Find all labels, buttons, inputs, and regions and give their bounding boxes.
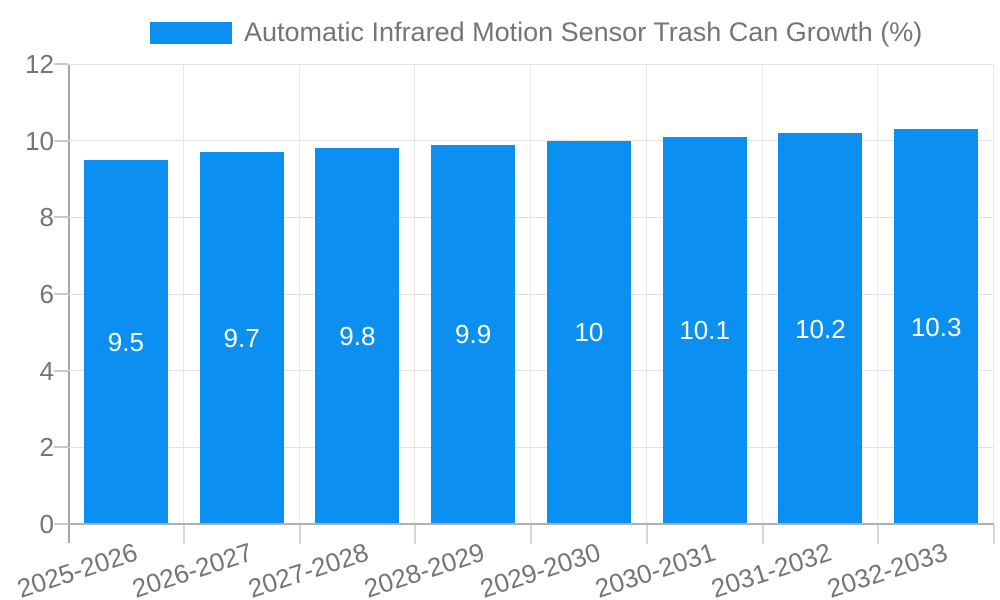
gridline [761, 64, 763, 524]
bar-value-label: 10.1 [679, 315, 730, 346]
x-tick-label: 2031-2032 [707, 536, 836, 600]
x-tick-mark [182, 525, 185, 544]
x-tick-mark [414, 525, 417, 544]
gridline [298, 64, 300, 524]
y-tick-mark [54, 63, 68, 65]
gridline [993, 64, 994, 524]
x-tick-mark [993, 525, 995, 544]
x-tick-label: 2027-2028 [244, 536, 373, 600]
y-tick-mark [54, 446, 68, 449]
y-tick-label: 2 [39, 432, 54, 463]
bar-value-label: 9.8 [339, 321, 376, 352]
bar-value-label: 9.7 [223, 323, 260, 354]
bar[interactable] [778, 133, 863, 524]
gridline [877, 64, 879, 524]
bar[interactable] [315, 148, 400, 524]
x-tick-label: 2030-2031 [591, 536, 720, 600]
y-axis-line [68, 64, 70, 543]
chart-legend: Automatic Infrared Motion Sensor Trash C… [150, 17, 922, 47]
x-tick-label: 2028-2029 [360, 536, 488, 600]
bar-value-label: 10 [574, 317, 604, 348]
y-tick-label: 12 [25, 49, 54, 79]
x-tick-mark [877, 525, 880, 544]
y-tick-mark [54, 369, 68, 372]
gridline [68, 370, 994, 372]
gridline [68, 446, 994, 448]
gridline [182, 64, 184, 524]
bar-value-label: 9.9 [455, 319, 492, 350]
bar[interactable] [662, 136, 747, 524]
y-tick-label: 8 [39, 202, 54, 233]
bar[interactable] [83, 159, 168, 524]
x-tick-label: 2026-2027 [128, 536, 257, 600]
x-tick-mark [530, 525, 532, 544]
gridline [645, 64, 647, 524]
y-tick-label: 10 [25, 125, 54, 156]
y-tick-mark [54, 523, 68, 525]
bar-value-label: 9.5 [107, 326, 144, 357]
x-tick-mark [298, 525, 301, 544]
gridline [68, 216, 994, 218]
bar[interactable] [431, 144, 516, 524]
bar-value-label: 10.2 [795, 313, 846, 344]
bar[interactable] [199, 152, 284, 524]
gridline [68, 293, 994, 295]
bar-value-label: 10.3 [910, 311, 962, 342]
gridline [530, 64, 531, 524]
y-tick-label: 4 [39, 355, 54, 386]
gridline [414, 64, 416, 524]
y-tick-mark [54, 293, 68, 295]
plot-area: 9.5 9.7 9.8 9.9 10 10.1 10.2 10.3 [68, 63, 994, 524]
y-tick-label: 6 [39, 279, 54, 309]
x-tick-label: 2032-2033 [823, 536, 951, 600]
bar[interactable] [546, 140, 631, 524]
y-tick-mark [54, 139, 68, 142]
bar[interactable] [894, 129, 979, 524]
legend-label[interactable]: Automatic Infrared Motion Sensor Trash C… [244, 17, 923, 47]
gridline [68, 63, 994, 65]
gridline [68, 140, 994, 142]
y-tick-mark [54, 216, 68, 219]
x-tick-label: 2029-2030 [475, 536, 604, 600]
x-tick-label: 2025-2026 [12, 536, 141, 600]
legend-swatch[interactable] [150, 22, 232, 44]
x-tick-mark [761, 525, 764, 544]
x-axis-line [68, 523, 994, 525]
y-tick-label: 0 [39, 509, 54, 539]
x-tick-mark [645, 525, 648, 544]
